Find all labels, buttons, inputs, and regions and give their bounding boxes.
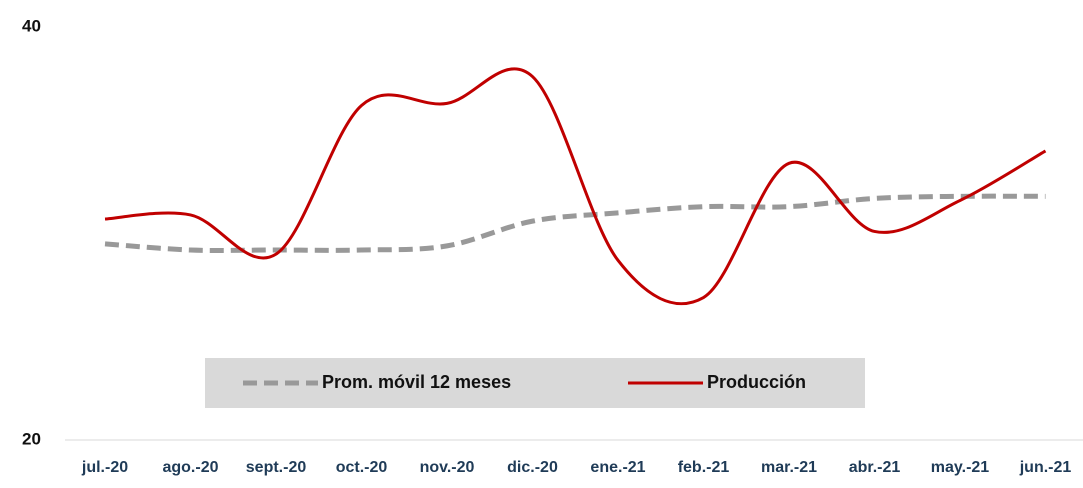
x-tick-label: nov.-20 [420, 459, 475, 476]
y-tick-label: 40 [22, 16, 41, 35]
x-tick-label: abr.-21 [849, 459, 901, 476]
x-tick-label: mar.-21 [761, 459, 817, 476]
legend-label: Producción [707, 372, 806, 392]
x-tick-label: ene.-21 [590, 459, 645, 476]
x-tick-label: sept.-20 [246, 459, 307, 476]
x-tick-label: jun.-21 [1019, 459, 1072, 476]
series-line [104, 67, 1047, 306]
legend: Prom. móvil 12 meses Producción [205, 358, 865, 408]
legend-label: Prom. móvil 12 meses [322, 372, 511, 392]
x-tick-label: dic.-20 [507, 459, 558, 476]
x-tick-label: oct.-20 [336, 459, 388, 476]
x-tick-label: jul.-20 [81, 459, 128, 476]
series-line [104, 193, 1046, 253]
x-tick-label: feb.-21 [678, 459, 730, 476]
x-tick-label: ago.-20 [162, 459, 218, 476]
x-tick-label: may.-21 [931, 459, 990, 476]
y-tick-label: 20 [22, 429, 41, 448]
